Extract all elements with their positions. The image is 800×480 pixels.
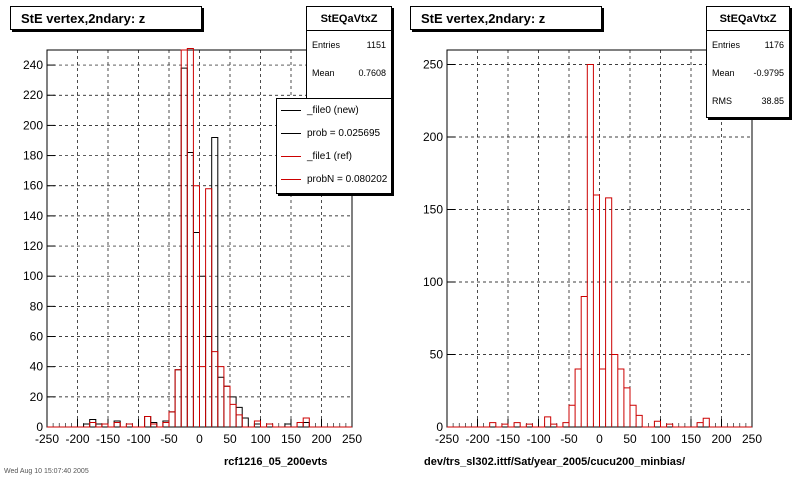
left-xtick-label: 150 — [281, 432, 301, 446]
right-ytick-label: 0 — [436, 420, 443, 434]
left-xtick-label: -250 — [35, 432, 59, 446]
left-xtick-label: 50 — [223, 432, 237, 446]
left-xtick-label: -150 — [96, 432, 120, 446]
right-chart-title-text: StE vertex,2ndary: z — [421, 11, 546, 26]
right-stats-name: StEQaVtxZ — [707, 7, 789, 31]
right-ytick-label: 250 — [423, 58, 443, 72]
right-xtick-label: 100 — [650, 432, 670, 446]
left-xtick-label: 250 — [342, 432, 362, 446]
left-ytick-label: 40 — [30, 360, 44, 374]
right-histogram-series-0 — [447, 64, 752, 428]
left-ytick-label: 180 — [23, 149, 43, 163]
left-ytick-label: 240 — [23, 58, 43, 72]
left-stats-mean-value: 0.7608 — [358, 68, 386, 78]
right-xtick-label: 50 — [623, 432, 637, 446]
legend-item-prob: prob = 0.025695 — [277, 122, 391, 145]
legend-swatch-prob — [281, 133, 301, 134]
left-stats-mean-row: Mean 0.7608 — [307, 59, 391, 87]
right-subtitle: dev/trs_sl302.ittf/Sat/year_2005/cucu200… — [424, 456, 686, 468]
right-stats-mean-value: -0.9795 — [753, 68, 784, 78]
left-chart-title-text: StE vertex,2ndary: z — [21, 11, 146, 26]
footer-timestamp: Wed Aug 10 15:07:40 2005 — [4, 468, 89, 475]
legend-item-file1: _file1 (ref) — [277, 145, 391, 168]
right-ytick-label: 150 — [423, 203, 443, 217]
left-ytick-label: 120 — [23, 239, 43, 253]
left-subtitle: rcf1216_05_200evts — [224, 456, 328, 468]
right-stats-rms-value: 38.85 — [761, 96, 784, 106]
left-xtick-label: 100 — [250, 432, 270, 446]
legend-swatch-file0 — [281, 110, 301, 111]
right-xtick-label: -250 — [435, 432, 459, 446]
left-xtick-label: 0 — [196, 432, 203, 446]
left-stats-entries-value: 1151 — [366, 40, 386, 50]
left-legend: _file0 (new) prob = 0.025695 _file1 (ref… — [276, 98, 392, 194]
left-stats-entries-row: Entries 1151 — [307, 31, 391, 59]
left-ytick-label: 220 — [23, 88, 43, 102]
left-xtick-label: -100 — [126, 432, 150, 446]
legend-label-probn: probN = 0.080202 — [307, 174, 388, 185]
left-histogram-series-1 — [47, 47, 352, 428]
right-xtick-label: -50 — [560, 432, 578, 446]
left-ytick-label: 80 — [30, 299, 44, 313]
right-xtick-label: -150 — [496, 432, 520, 446]
right-ytick-label: 100 — [423, 275, 443, 289]
right-stats-entries-row: Entries 1176 — [707, 31, 789, 59]
legend-label-file1: _file1 (ref) — [307, 151, 353, 162]
legend-swatch-probn — [281, 179, 301, 180]
left-ytick-label: 0 — [36, 420, 43, 434]
left-xtick-label: -200 — [65, 432, 89, 446]
left-chart-title: StE vertex,2ndary: z — [10, 6, 202, 30]
legend-item-probn: probN = 0.080202 — [277, 168, 391, 191]
right-ytick-label: 200 — [423, 130, 443, 144]
right-xtick-label: -100 — [526, 432, 550, 446]
left-ytick-label: 60 — [30, 330, 44, 344]
right-stats-entries-label: Entries — [712, 40, 741, 50]
left-stats-name: StEQaVtxZ — [307, 7, 391, 31]
legend-swatch-file1 — [281, 156, 301, 157]
right-xtick-label: -200 — [465, 432, 489, 446]
right-xtick-label: 200 — [711, 432, 731, 446]
right-stats-mean-label: Mean — [712, 68, 735, 78]
left-ytick-label: 20 — [30, 390, 44, 404]
left-xtick-label: 200 — [311, 432, 331, 446]
right-xtick-label: 0 — [596, 432, 603, 446]
left-ytick-label: 100 — [23, 269, 43, 283]
right-xtick-label: 250 — [742, 432, 762, 446]
right-ytick-label: 50 — [430, 348, 444, 362]
legend-item-file0: _file0 (new) — [277, 99, 391, 122]
right-stats-rms-label: RMS — [712, 96, 732, 106]
right-xtick-label: 150 — [681, 432, 701, 446]
left-ytick-label: 140 — [23, 209, 43, 223]
left-stats-mean-label: Mean — [312, 68, 335, 78]
legend-label-prob: prob = 0.025695 — [307, 128, 381, 139]
right-stats-mean-row: Mean -0.9795 — [707, 59, 789, 87]
legend-label-file0: _file0 (new) — [307, 105, 359, 116]
right-stats-box: StEQaVtxZ Entries 1176 Mean -0.9795 RMS … — [706, 6, 790, 118]
left-xtick-label: -50 — [160, 432, 178, 446]
right-stats-rms-row: RMS 38.85 — [707, 87, 789, 115]
left-ytick-label: 160 — [23, 179, 43, 193]
right-chart-title: StE vertex,2ndary: z — [410, 6, 602, 30]
left-stats-entries-label: Entries — [312, 40, 341, 50]
left-ytick-label: 200 — [23, 118, 43, 132]
right-stats-entries-value: 1176 — [764, 40, 784, 50]
